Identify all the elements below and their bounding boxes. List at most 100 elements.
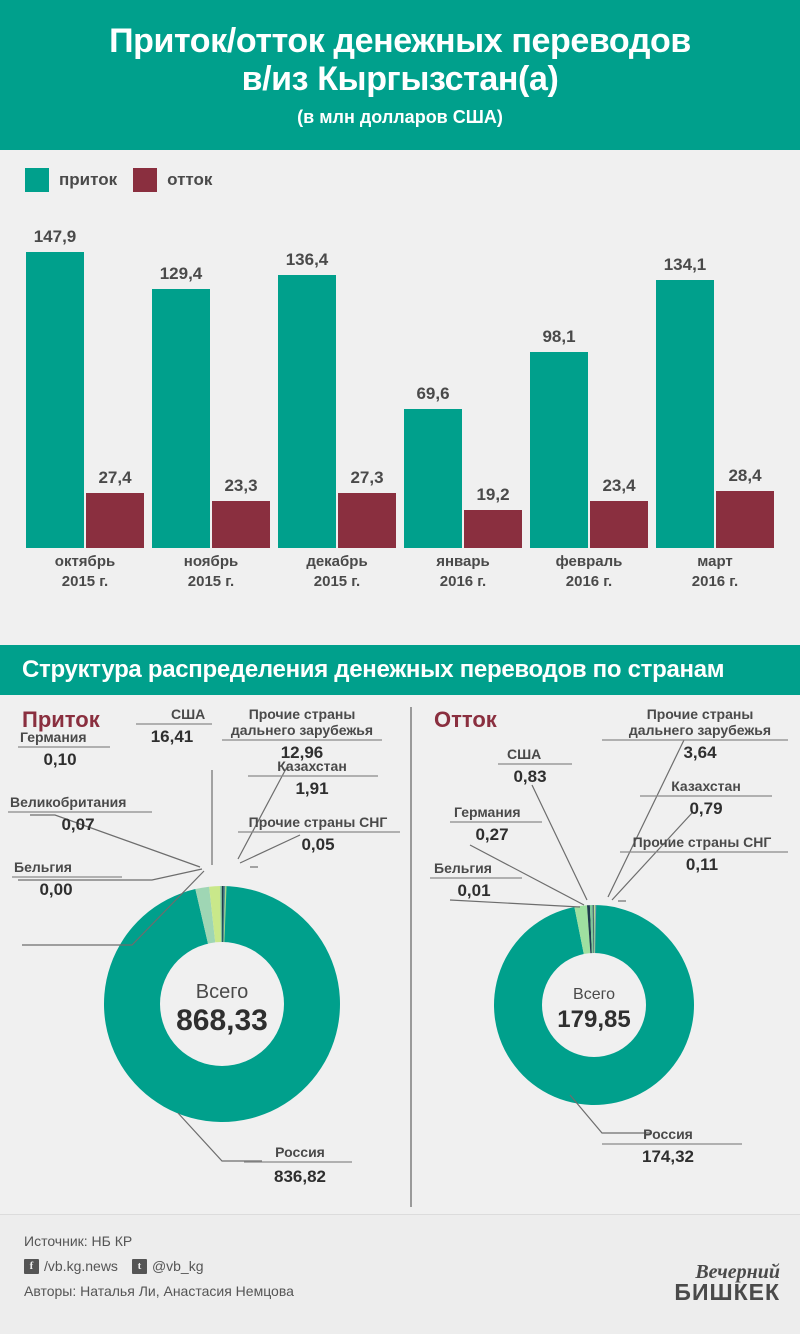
callout-value: 16,41	[151, 727, 194, 746]
axis-tick-label: январь 2016 г.	[436, 553, 490, 591]
bar-inflow[interactable]: 147,9	[26, 220, 84, 548]
footer-source: Источник: НБ КР	[24, 1233, 133, 1249]
callout-value: 0,10	[43, 750, 76, 769]
callout-leader-line	[611, 812, 693, 901]
donut-chart-inflow: Всего 868,33 Германия 0,10 Великобритания 0,0…	[0, 695, 410, 1215]
bar-inflow[interactable]: 98,1	[530, 220, 588, 548]
axis-tick-label: март 2016 г.	[691, 553, 739, 591]
axis-tick-label: ноябрь 2015 г.	[183, 553, 239, 591]
bar-outflow[interactable]: 23,4	[590, 220, 648, 548]
bar-value-label: 23,4	[602, 476, 636, 496]
callout-label: Россия	[275, 1144, 325, 1160]
callout-label: Бельгия	[434, 860, 492, 876]
bar-rect[interactable]	[464, 509, 522, 548]
callout-label: Бельгия	[14, 859, 72, 875]
callout-value: 0,11	[686, 855, 718, 874]
page-subtitle: (в млн долларов США)	[297, 107, 503, 128]
pie-callout: Германия 0,27	[450, 804, 585, 906]
pie-callout: Россия 174,32	[569, 1094, 742, 1166]
pie-callout: США 16,41	[136, 706, 213, 865]
bar-rect[interactable]	[656, 279, 714, 548]
footer-authors: Авторы: Наталья Ли, Анастасия Немцова	[24, 1283, 294, 1299]
donut-panel-title-inflow: Приток	[22, 707, 100, 732]
bar-value-label: 69,6	[416, 383, 450, 403]
bar-value-label: 147,9	[33, 227, 77, 247]
logo-line-2: БИШКЕК	[674, 1279, 780, 1306]
axis-tick-label: октябрь 2015 г.	[54, 553, 116, 591]
pie-callout: Германия 0,10	[18, 729, 201, 868]
bar-rect[interactable]	[530, 351, 588, 548]
callout-label: Прочие страны	[647, 706, 754, 722]
twitter-icon[interactable]: t	[131, 1258, 147, 1274]
callout-leader-line	[30, 814, 201, 868]
bar-outflow[interactable]: 19,2	[464, 220, 522, 548]
panel-divider	[410, 707, 412, 1207]
bar-outflow[interactable]: 23,3	[212, 220, 270, 548]
pie-callout: Россия 836,82	[177, 1112, 352, 1186]
bar-value-label: 134,1	[663, 254, 707, 274]
axis-tick-label: декабрь 2015 г.	[306, 553, 368, 591]
callout-label: Казахстан	[277, 758, 347, 774]
bar-inflow[interactable]: 134,1	[656, 220, 714, 548]
bar-group: 69,6 19,2	[400, 220, 526, 548]
donut-hole	[542, 953, 646, 1057]
footer-social: f /vb.kg.news t @vb_kg	[24, 1258, 294, 1274]
facebook-icon[interactable]: f	[24, 1258, 39, 1274]
bar-outflow[interactable]: 28,4	[716, 220, 774, 548]
footer-twitter-handle[interactable]: @vb_kg	[151, 1258, 204, 1274]
footer-facebook-handle[interactable]: /vb.kg.news	[44, 1258, 118, 1274]
bar-outflow[interactable]: 27,3	[338, 220, 396, 548]
bar-rect[interactable]	[716, 491, 774, 548]
callout-value: 0,05	[301, 835, 334, 854]
callout-value: 174,32	[642, 1147, 694, 1166]
callout-leader-line	[569, 1094, 652, 1134]
callout-label: Россия	[643, 1126, 693, 1142]
bar-rect[interactable]	[338, 493, 396, 548]
callout-value: 836,82	[274, 1167, 326, 1186]
bar-outflow[interactable]: 27,4	[86, 220, 144, 548]
callout-label: Прочие страны СНГ	[249, 814, 388, 830]
legend-label-outflow: отток	[167, 170, 213, 189]
page-title-line2: в/из Кыргызстан(а)	[241, 60, 559, 98]
bar-value-label: 28,4	[728, 466, 762, 486]
bar-inflow[interactable]: 136,4	[278, 220, 336, 548]
callout-leader-line	[237, 764, 289, 860]
bar-chart-plot: 147,9 27,4 129,4 23,3 136,4 27,3 69,6 19,2 98,1 2…	[0, 220, 800, 620]
callout-label: Казахстан	[671, 778, 741, 794]
bar-axis-labels: октябрь 2015 г. ноябрь 2015 г. декабрь 2015 г…	[22, 552, 778, 610]
bar-chart-section: приток отток 147,9 27,4 129,4 23,3 136,4 27,3…	[0, 150, 800, 645]
bar-inflow[interactable]: 69,6	[404, 220, 462, 548]
bar-rect[interactable]	[278, 275, 336, 548]
callout-value: 0,83	[513, 767, 546, 786]
donut-panel-title-outflow: Отток	[434, 707, 497, 732]
callout-leader-line	[177, 1112, 262, 1162]
bar-value-label: 27,3	[350, 468, 384, 488]
callout-label: Прочие страны СНГ	[633, 834, 772, 850]
bar-rect[interactable]	[152, 289, 210, 548]
callout-label: дальнего зарубежья	[629, 722, 771, 738]
pie-callout: Казахстан 0,79	[611, 778, 772, 901]
bar-rect[interactable]	[86, 493, 144, 548]
section-header-countries: Структура распределения денежных перевод…	[0, 645, 800, 695]
bar-rect[interactable]	[404, 408, 462, 548]
callout-label: Прочие страны	[249, 706, 356, 722]
callout-value: 0,79	[689, 799, 722, 818]
publisher-logo: Вечерний БИШКЕК	[674, 1262, 780, 1306]
bar-inflow[interactable]: 129,4	[152, 220, 210, 548]
legend-swatch-outflow	[133, 168, 158, 192]
bar-group: 134,1 28,4	[652, 220, 778, 548]
callout-value: 0,00	[39, 880, 72, 899]
callout-value: 12,96	[281, 743, 324, 762]
section-title: Структура распределения денежных перевод…	[22, 656, 725, 683]
callout-leader-line	[469, 844, 585, 906]
legend-swatch-inflow	[25, 168, 49, 192]
callout-leader-line	[449, 899, 581, 908]
bar-rect[interactable]	[26, 252, 84, 548]
callout-value: 1,91	[295, 779, 328, 798]
bar-rect[interactable]	[590, 501, 648, 548]
bar-rect[interactable]	[212, 501, 270, 548]
donut-chart-outflow: Всего 179,85 США 0,83 Германия 0,27 Бельгия 0,0…	[412, 695, 800, 1215]
bar-value-label: 19,2	[476, 484, 510, 504]
